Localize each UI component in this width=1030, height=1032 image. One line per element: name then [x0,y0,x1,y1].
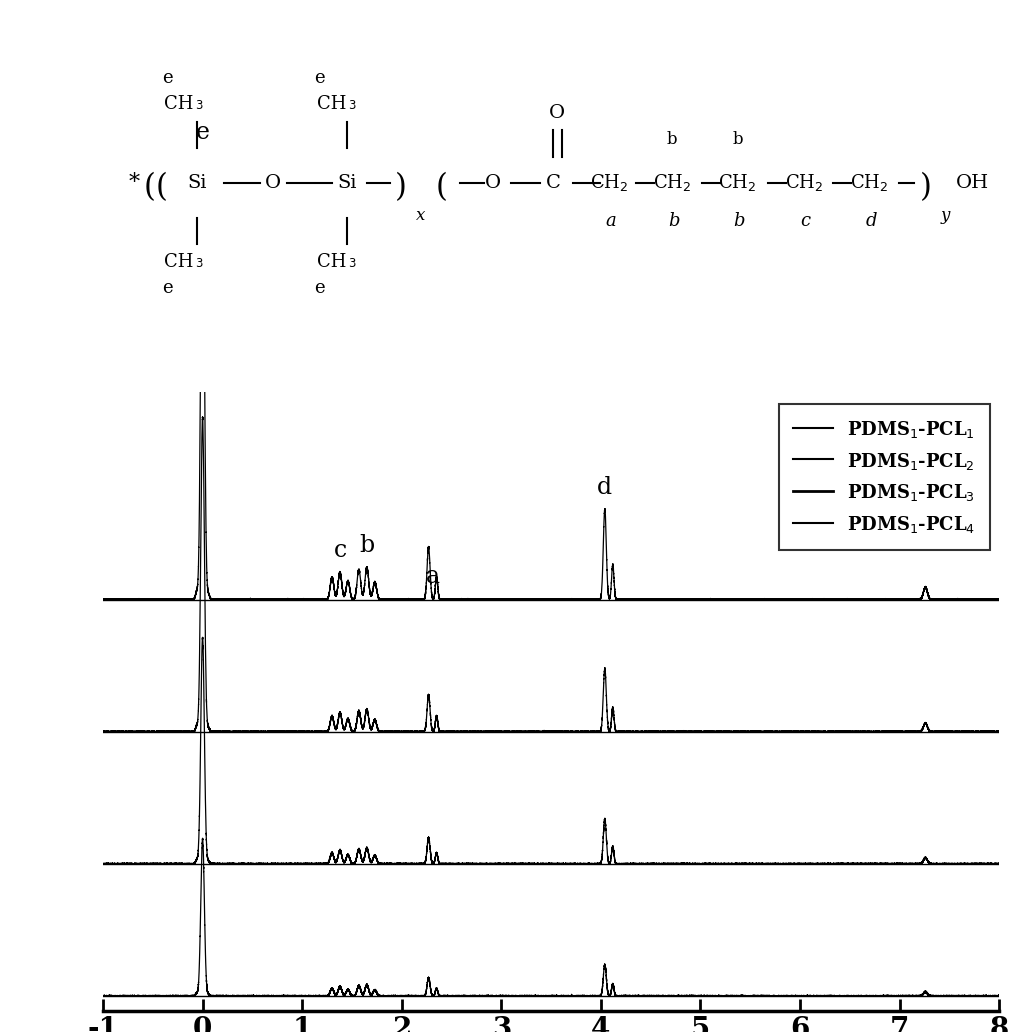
Text: CH$_2$: CH$_2$ [718,172,757,193]
Legend: PDMS$_1$-PCL$_1$, PDMS$_1$-PCL$_2$, PDMS$_1$-PCL$_3$, PDMS$_1$-PCL$_4$: PDMS$_1$-PCL$_1$, PDMS$_1$-PCL$_2$, PDMS… [779,405,990,550]
Text: (: ( [156,171,167,203]
Text: $_3$: $_3$ [348,254,356,270]
Text: Si: Si [187,174,207,192]
Text: CH: CH [317,253,346,270]
Text: OH: OH [956,174,989,192]
Text: c: c [800,212,811,230]
Text: $_3$: $_3$ [196,96,204,112]
Text: CH: CH [165,253,194,270]
Text: O: O [265,174,281,192]
Text: b: b [732,131,743,148]
Text: (: ( [143,171,156,203]
Text: x: x [416,206,425,224]
Text: (: ( [436,171,448,203]
Text: ): ) [394,171,407,203]
Text: b: b [666,131,678,148]
Text: e: e [162,280,173,297]
Text: O: O [485,174,501,192]
Text: e: e [196,121,209,143]
Text: ): ) [920,171,931,203]
Text: b: b [733,212,745,230]
Text: d: d [597,476,613,498]
Text: CH$_2$: CH$_2$ [785,172,823,193]
Text: c: c [334,539,346,562]
Text: C: C [546,174,560,192]
Text: b: b [668,212,680,230]
Text: Si: Si [337,174,356,192]
Text: y: y [940,206,950,224]
Text: a: a [606,212,617,230]
Text: e: e [314,280,325,297]
Text: d: d [865,212,877,230]
Text: O: O [549,104,565,122]
Text: $_3$: $_3$ [348,96,356,112]
Text: a: a [425,566,440,588]
Text: CH$_2$: CH$_2$ [653,172,691,193]
Text: e: e [314,69,325,87]
Text: CH$_2$: CH$_2$ [590,172,628,193]
Text: CH$_2$: CH$_2$ [850,172,888,193]
Text: *: * [129,172,140,194]
Text: $_3$: $_3$ [196,254,204,270]
Text: CH: CH [317,95,346,112]
Text: e: e [162,69,173,87]
Text: CH: CH [165,95,194,112]
Text: b: b [359,535,375,557]
